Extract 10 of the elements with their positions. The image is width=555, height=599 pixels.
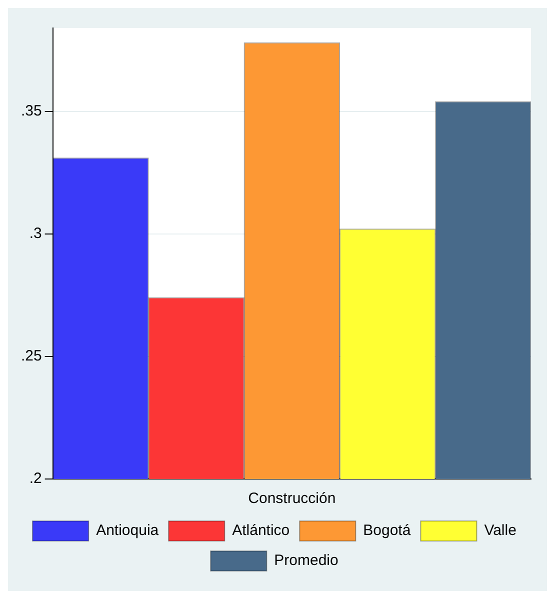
y-tick-label: .35 <box>20 102 42 120</box>
legend-label: Atlántico <box>232 522 290 540</box>
legend-label: Promedio <box>274 552 338 570</box>
y-tick-label: .3 <box>29 225 42 242</box>
legend-label: Antioquia <box>96 522 160 540</box>
x-tick-label: Construcción <box>248 490 336 508</box>
legend-label: Bogotá <box>363 522 412 540</box>
y-tick-label: .2 <box>29 470 42 488</box>
y-tick-label: .25 <box>20 348 42 365</box>
legend-label: Valle <box>484 522 516 540</box>
